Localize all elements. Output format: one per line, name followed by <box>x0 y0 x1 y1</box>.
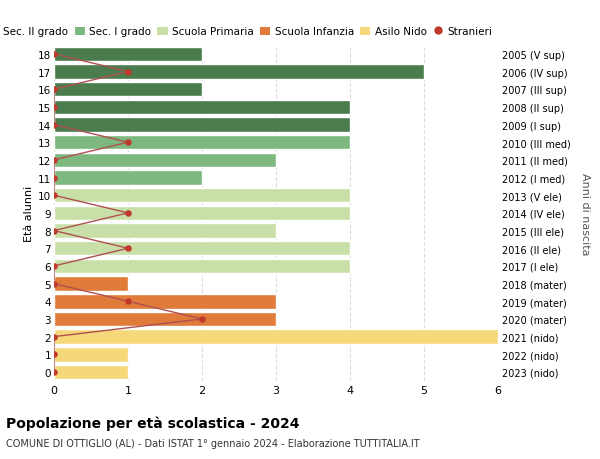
Point <box>49 122 59 129</box>
Text: COMUNE DI OTTIGLIO (AL) - Dati ISTAT 1° gennaio 2024 - Elaborazione TUTTITALIA.I: COMUNE DI OTTIGLIO (AL) - Dati ISTAT 1° … <box>6 438 419 448</box>
Bar <box>54 83 202 97</box>
Y-axis label: Età alunni: Età alunni <box>24 185 34 241</box>
Point <box>123 210 133 217</box>
Point <box>123 69 133 76</box>
Point <box>123 139 133 146</box>
Point <box>123 298 133 305</box>
Point <box>49 280 59 288</box>
Bar <box>54 259 350 274</box>
Bar <box>54 312 276 326</box>
Point <box>49 333 59 341</box>
Point <box>49 369 59 376</box>
Text: Popolazione per età scolastica - 2024: Popolazione per età scolastica - 2024 <box>6 415 299 430</box>
Bar <box>54 65 424 79</box>
Bar <box>54 365 128 380</box>
Y-axis label: Anni di nascita: Anni di nascita <box>580 172 590 255</box>
Bar <box>54 347 128 362</box>
Point <box>49 227 59 235</box>
Bar <box>54 153 276 168</box>
Point <box>123 245 133 252</box>
Point <box>49 192 59 200</box>
Bar <box>54 189 350 203</box>
Point <box>49 51 59 58</box>
Bar <box>54 47 202 62</box>
Bar <box>54 136 350 150</box>
Legend: Sec. II grado, Sec. I grado, Scuola Primaria, Scuola Infanzia, Asilo Nido, Stran: Sec. II grado, Sec. I grado, Scuola Prim… <box>0 28 492 37</box>
Bar <box>54 118 350 133</box>
Bar <box>54 224 276 238</box>
Bar <box>54 277 128 291</box>
Point <box>197 316 207 323</box>
Point <box>49 157 59 164</box>
Bar <box>54 241 350 256</box>
Point <box>49 86 59 94</box>
Point <box>49 174 59 182</box>
Point <box>49 351 59 358</box>
Bar <box>54 294 276 309</box>
Point <box>49 263 59 270</box>
Bar <box>54 206 350 221</box>
Bar <box>54 171 202 185</box>
Point <box>49 104 59 111</box>
Bar <box>54 330 498 344</box>
Bar <box>54 101 350 115</box>
